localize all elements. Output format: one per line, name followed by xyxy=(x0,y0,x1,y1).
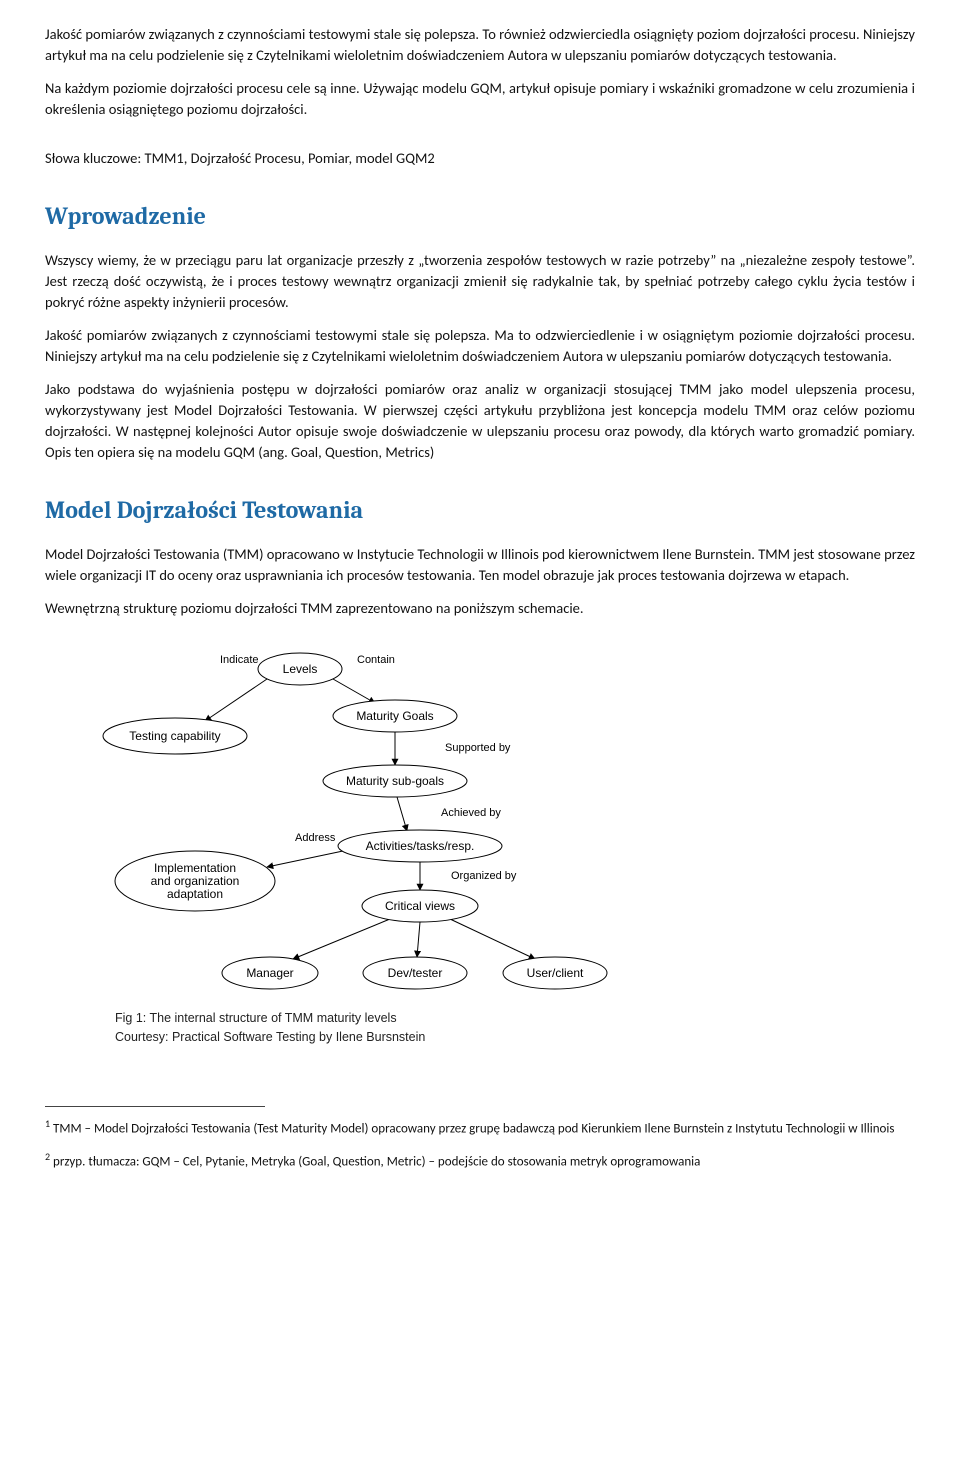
diagram-edge xyxy=(417,922,420,957)
diagram-edge-label: Organized by xyxy=(451,870,517,882)
diagram-node-label: adaptation xyxy=(167,887,223,901)
diagram-caption: Fig 1: The internal structure of TMM mat… xyxy=(115,1009,915,1047)
tmm-p1: Model Dojrzałości Testowania (TMM) oprac… xyxy=(45,544,915,586)
diagram-edge xyxy=(450,919,535,959)
abstract-p2: Na każdym poziomie dojrzałości procesu c… xyxy=(45,78,915,120)
caption-line2: Courtesy: Practical Software Testing by … xyxy=(115,1030,425,1044)
intro-p3: Jako podstawa do wyjaśnienia postępu w d… xyxy=(45,379,915,463)
footnote-2: 2 przyp. tłumacza: GQM – Cel, Pytanie, M… xyxy=(45,1150,915,1172)
caption-line1: Fig 1: The internal structure of TMM mat… xyxy=(115,1011,397,1025)
intro-p2: Jakość pomiarów związanych z czynnościam… xyxy=(45,325,915,367)
abstract-p1: Jakość pomiarów związanych z czynnościam… xyxy=(45,24,915,66)
tmm-diagram-svg: Indicate Contain Supported by Achieved by Or… xyxy=(45,641,665,1001)
diagram-node-label: Maturity Goals xyxy=(356,709,433,723)
tmm-p2: Wewnętrzną strukturę poziomu dojrzałości… xyxy=(45,598,915,619)
diagram-edge xyxy=(267,851,343,867)
diagram-node-label: Levels xyxy=(283,662,318,676)
heading-intro: Wprowadzenie xyxy=(45,199,915,234)
diagram-edge xyxy=(333,679,375,703)
diagram-node-label: Activities/tasks/resp. xyxy=(366,839,475,853)
footnote-rule xyxy=(45,1106,265,1107)
diagram-node-label: Manager xyxy=(246,966,293,980)
diagram-node-label: Testing capability xyxy=(129,729,220,743)
diagram-node-label: Dev/tester xyxy=(388,966,443,980)
diagram-edge xyxy=(293,919,390,959)
diagram-node-label: User/client xyxy=(527,966,584,980)
diagram-edge xyxy=(205,679,267,721)
intro-p1: Wszyscy wiemy, że w przeciągu paru lat o… xyxy=(45,250,915,313)
diagram-node-label: Maturity sub-goals xyxy=(346,774,444,788)
tmm-diagram: Indicate Contain Supported by Achieved by Or… xyxy=(45,641,915,1047)
footnote-1-text: TMM – Model Dojrzałości Testowania (Test… xyxy=(53,1122,894,1137)
diagram-edge-label: Contain xyxy=(357,654,395,666)
diagram-edge-label: Indicate xyxy=(220,654,259,666)
diagram-node-label: Implementation xyxy=(154,861,236,875)
footnote-2-text: przyp. tłumacza: GQM – Cel, Pytanie, Met… xyxy=(53,1154,700,1169)
diagram-edge-label: Address xyxy=(295,832,336,844)
footnote-1: 1 TMM – Model Dojrzałości Testowania (Te… xyxy=(45,1117,915,1139)
heading-tmm: Model Dojrzałości Testowania xyxy=(45,493,915,528)
diagram-node-label: Critical views xyxy=(385,899,455,913)
diagram-edge-label: Supported by xyxy=(445,742,511,754)
diagram-edge-label: Achieved by xyxy=(441,807,501,819)
diagram-node-label: and organization xyxy=(151,874,240,888)
abstract-keywords: Słowa kluczowe: TMM1, Dojrzałość Procesu… xyxy=(45,148,915,169)
diagram-edge xyxy=(397,797,407,831)
